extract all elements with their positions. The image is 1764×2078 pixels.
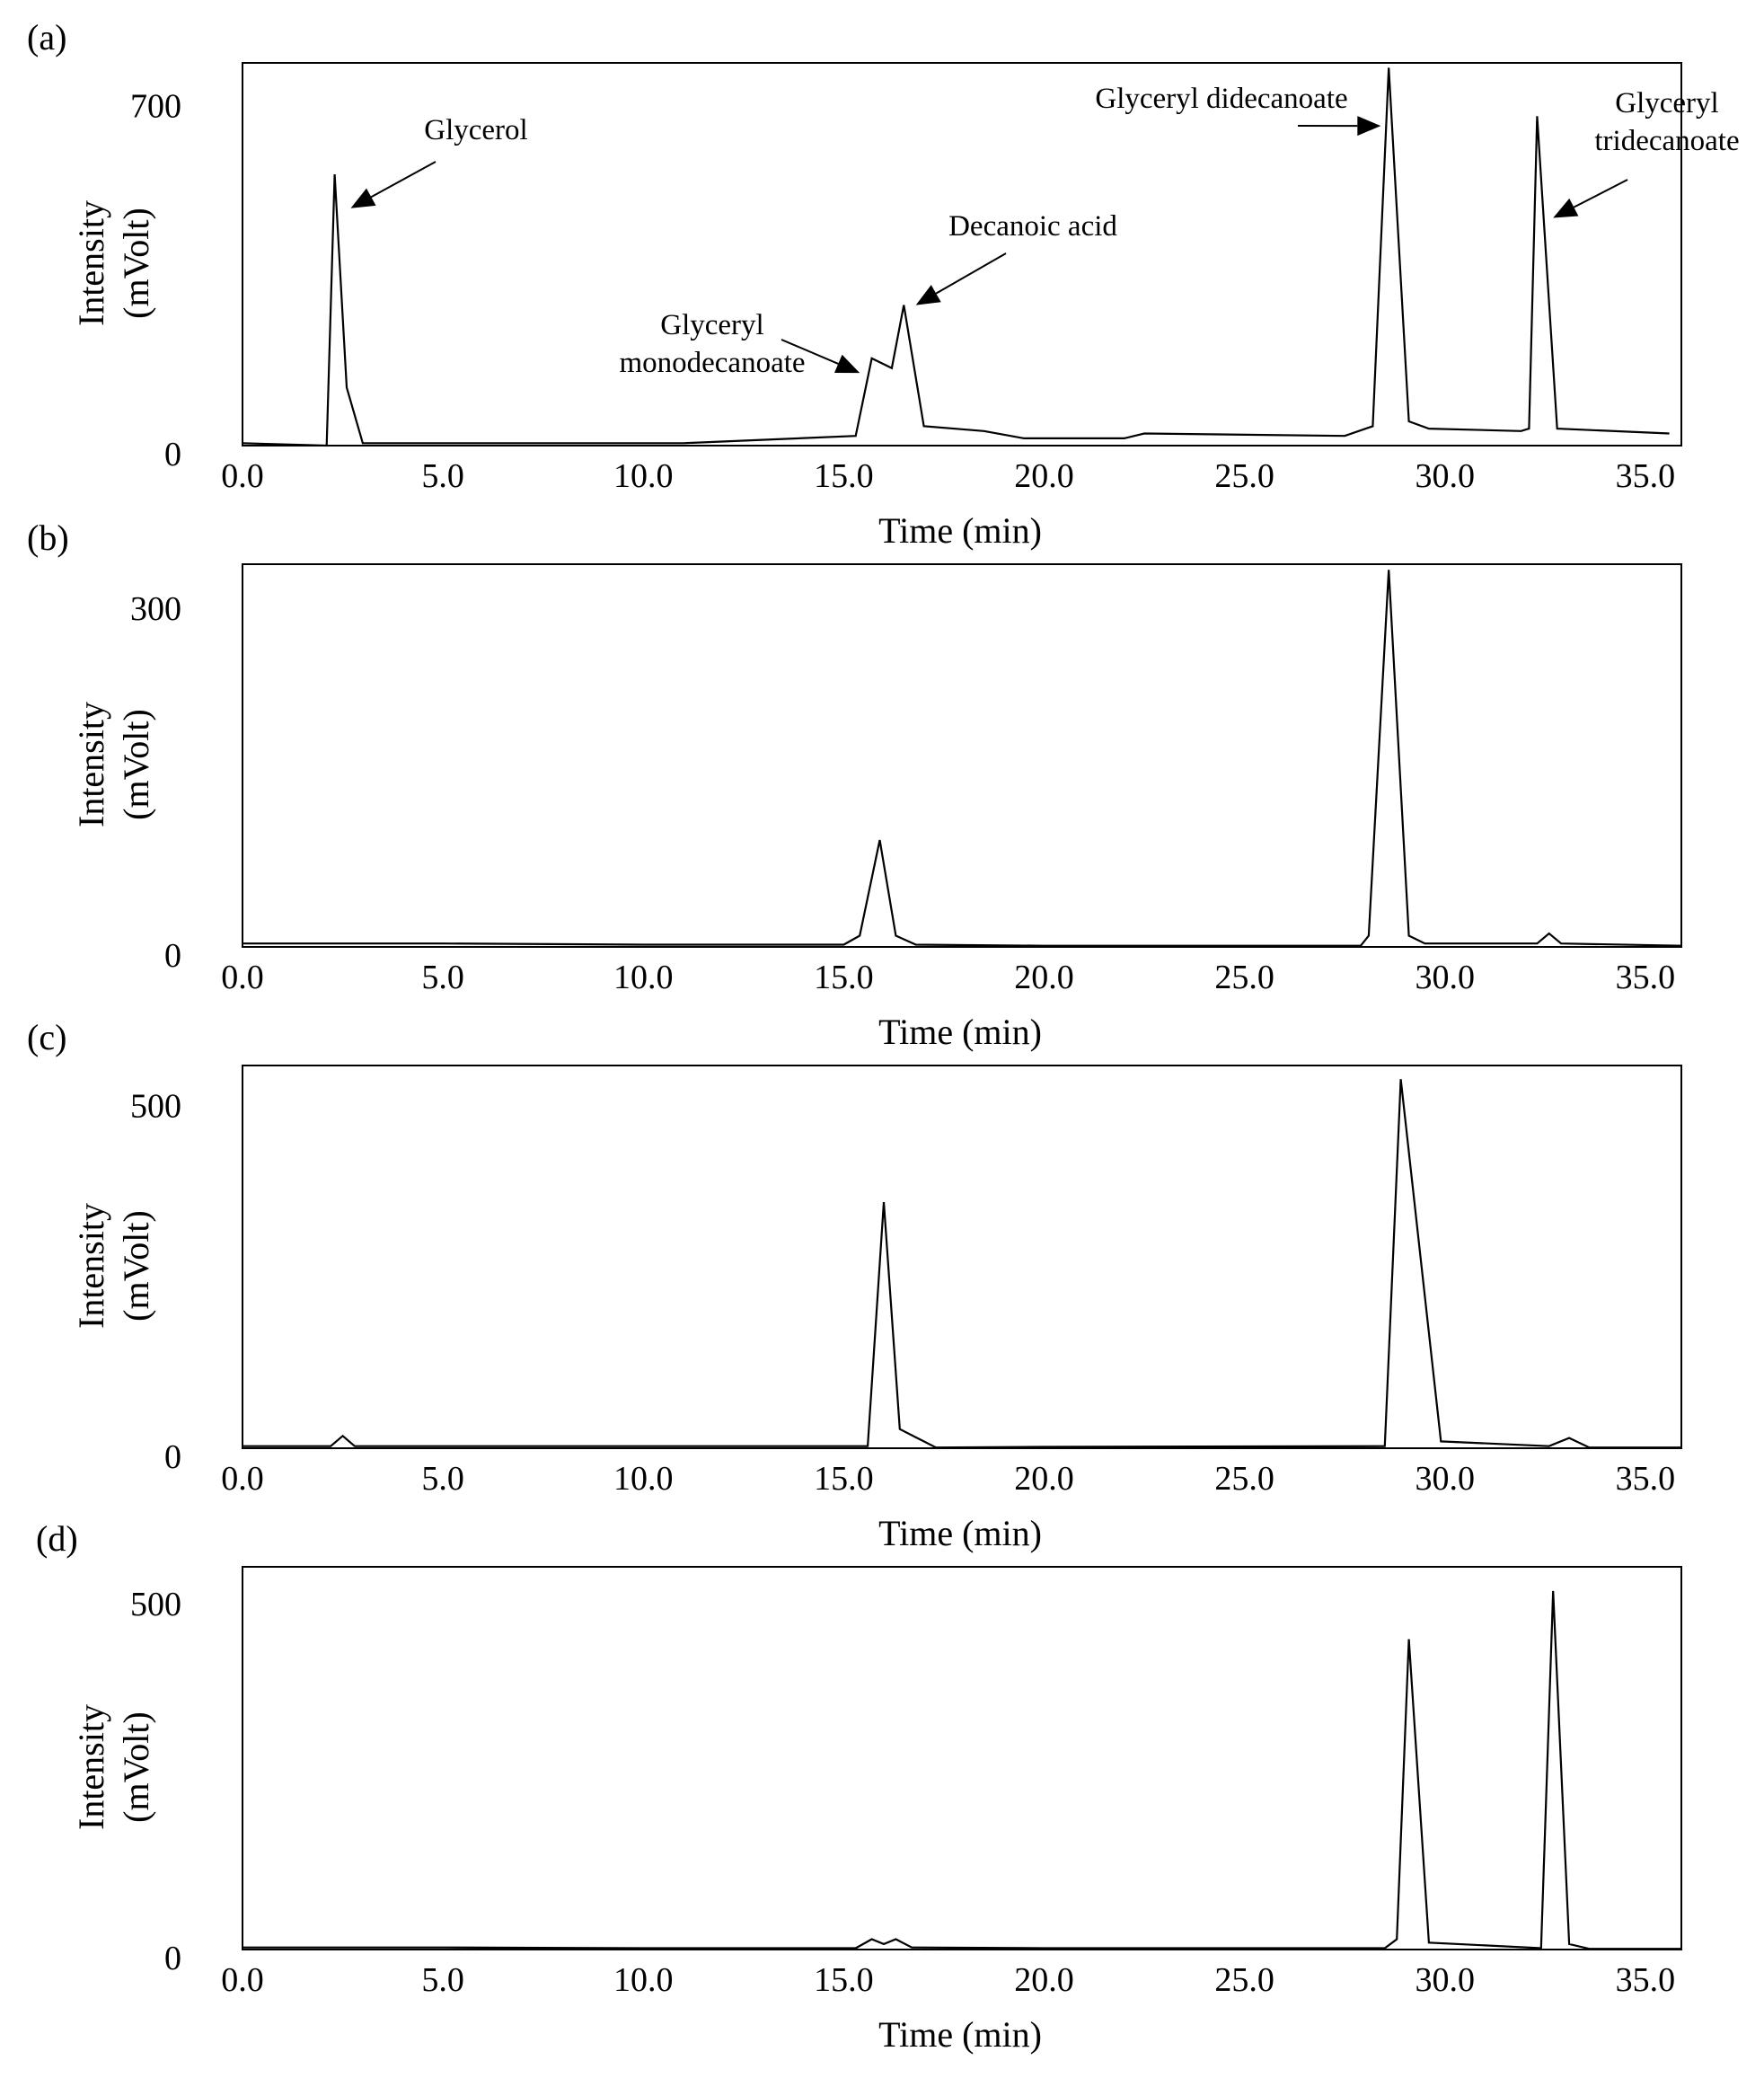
panel-label: (a)	[27, 17, 66, 57]
plot-frame	[242, 1566, 1682, 1950]
chromatogram-trace	[243, 1590, 1681, 1950]
x-tick-label: 15.0	[814, 457, 874, 495]
chart-panel-c: (c) 0.0 5.0 10.0 15.0 20.0 25.0 30.0 35.0 0 500 Tim…	[27, 1017, 1682, 1553]
x-tick-label: 30.0	[1415, 959, 1475, 996]
x-tick-label: 0.0	[221, 1961, 264, 1999]
x-tick-label: 10.0	[613, 1460, 674, 1498]
x-tick-label: 20.0	[1014, 457, 1074, 495]
x-tick-label: 15.0	[814, 959, 874, 996]
plot-frame	[242, 563, 1682, 948]
x-tick-label: 10.0	[613, 959, 674, 996]
chromatogram-trace	[243, 570, 1682, 947]
plot-frame	[242, 62, 1682, 447]
y-axis-title-line2: (mVolt)	[116, 1711, 156, 1823]
y-axis-title-line2: (mVolt)	[116, 1210, 156, 1322]
x-tick-label: 0.0	[221, 457, 264, 495]
chromatogram-trace	[243, 1079, 1681, 1449]
annotation-text: monodecanoate	[619, 347, 805, 379]
x-tick-label: 25.0	[1214, 959, 1274, 996]
y-axis-title-line2: (mVolt)	[116, 709, 156, 820]
panel-label: (b)	[27, 517, 69, 558]
x-tick-label: 30.0	[1415, 1460, 1475, 1498]
x-tick-label: 25.0	[1214, 1961, 1274, 1999]
x-tick-label: 5.0	[421, 959, 464, 996]
peak-annotation: Glyceryl didecanoate	[1095, 83, 1381, 137]
peak-annotation: Glyceryl tridecanoate	[1553, 87, 1740, 218]
x-tick-label: 20.0	[1014, 959, 1074, 996]
chart-panel-d: (d) 0.0 5.0 10.0 15.0 20.0 25.0 30.0 35.0 0 500 Tim…	[36, 1518, 1682, 2055]
x-tick-label: 35.0	[1616, 1460, 1676, 1498]
y-tick-label: 500	[130, 1586, 181, 1623]
x-axis-title: Time (min)	[878, 2014, 1042, 2055]
x-tick-label: 10.0	[613, 457, 674, 495]
x-tick-label: 10.0	[613, 1961, 674, 1999]
x-tick-label: 25.0	[1214, 1460, 1274, 1498]
y-tick-label: 700	[130, 88, 181, 126]
chart-panels: (a) 0.0 5.0 10.0 15.0 20.0 25.0 30.0 35.0 0 700 Tim…	[27, 17, 1740, 2055]
x-tick-label: 20.0	[1014, 1460, 1074, 1498]
x-tick-label: 0.0	[221, 1460, 264, 1498]
y-tick-label: 0	[164, 1438, 181, 1476]
annotation-arrow-shaft	[781, 339, 839, 365]
y-tick-label: 0	[164, 1940, 181, 1977]
annotation-arrow-head	[915, 285, 941, 305]
x-tick-label: 30.0	[1415, 457, 1475, 495]
chart-panel-a: (a) 0.0 5.0 10.0 15.0 20.0 25.0 30.0 35.0 0 700 Tim…	[27, 17, 1740, 551]
y-tick-label: 0	[164, 937, 181, 975]
annotation-text: Glyceryl	[660, 309, 763, 341]
panel-label: (c)	[27, 1017, 66, 1057]
peak-annotation: Glyceryl monodecanoate	[619, 309, 860, 379]
annotation-arrow-head	[1357, 116, 1381, 137]
peak-annotation: Glycerol	[350, 114, 528, 208]
chart-panel-b: (b) 0.0 5.0 10.0 15.0 20.0 25.0 30.0 35.0 0 300 Tim…	[27, 517, 1682, 1052]
annotation-text: Glyceryl	[1615, 87, 1718, 119]
chromatogram-trace	[242, 67, 1670, 447]
y-axis-title-line2: (mVolt)	[116, 208, 156, 319]
y-tick-label: 300	[130, 590, 181, 628]
annotation-arrow-shaft	[935, 252, 1007, 295]
peak-annotation: Decanoic acid	[915, 210, 1117, 305]
y-axis-title-line1: Intensity	[71, 1203, 111, 1329]
x-tick-label: 25.0	[1214, 457, 1274, 495]
annotation-text: tridecanoate	[1594, 125, 1739, 157]
annotation-text: Glyceryl didecanoate	[1095, 83, 1347, 115]
y-axis-title-line1: Intensity	[71, 200, 111, 326]
annotation-text: Decanoic acid	[948, 210, 1117, 243]
x-tick-label: 5.0	[421, 457, 464, 495]
x-tick-label: 35.0	[1616, 1961, 1676, 1999]
x-tick-label: 35.0	[1616, 457, 1676, 495]
x-tick-label: 0.0	[221, 959, 264, 996]
annotation-arrow-shaft	[1573, 179, 1628, 208]
annotation-arrow-head	[350, 188, 376, 208]
x-tick-label: 35.0	[1616, 959, 1676, 996]
y-tick-label: 0	[164, 436, 181, 473]
x-tick-label: 5.0	[421, 1460, 464, 1498]
x-axis-title: Time (min)	[878, 1012, 1042, 1052]
x-tick-label: 15.0	[814, 1961, 874, 1999]
annotation-arrow-head	[833, 354, 860, 374]
x-axis-title: Time (min)	[878, 510, 1042, 551]
x-tick-label: 5.0	[421, 1961, 464, 1999]
x-tick-label: 30.0	[1415, 1961, 1475, 1999]
annotation-text: Glycerol	[424, 114, 527, 146]
x-tick-label: 15.0	[814, 1460, 874, 1498]
y-axis-title-line1: Intensity	[71, 1704, 111, 1830]
panel-label: (d)	[36, 1518, 78, 1559]
y-tick-label: 500	[130, 1088, 181, 1126]
x-tick-label: 20.0	[1014, 1961, 1074, 1999]
y-axis-title-line1: Intensity	[71, 702, 111, 827]
annotation-arrow-shaft	[370, 161, 437, 199]
annotation-arrow-head	[1553, 198, 1579, 218]
x-axis-title: Time (min)	[878, 1513, 1042, 1553]
